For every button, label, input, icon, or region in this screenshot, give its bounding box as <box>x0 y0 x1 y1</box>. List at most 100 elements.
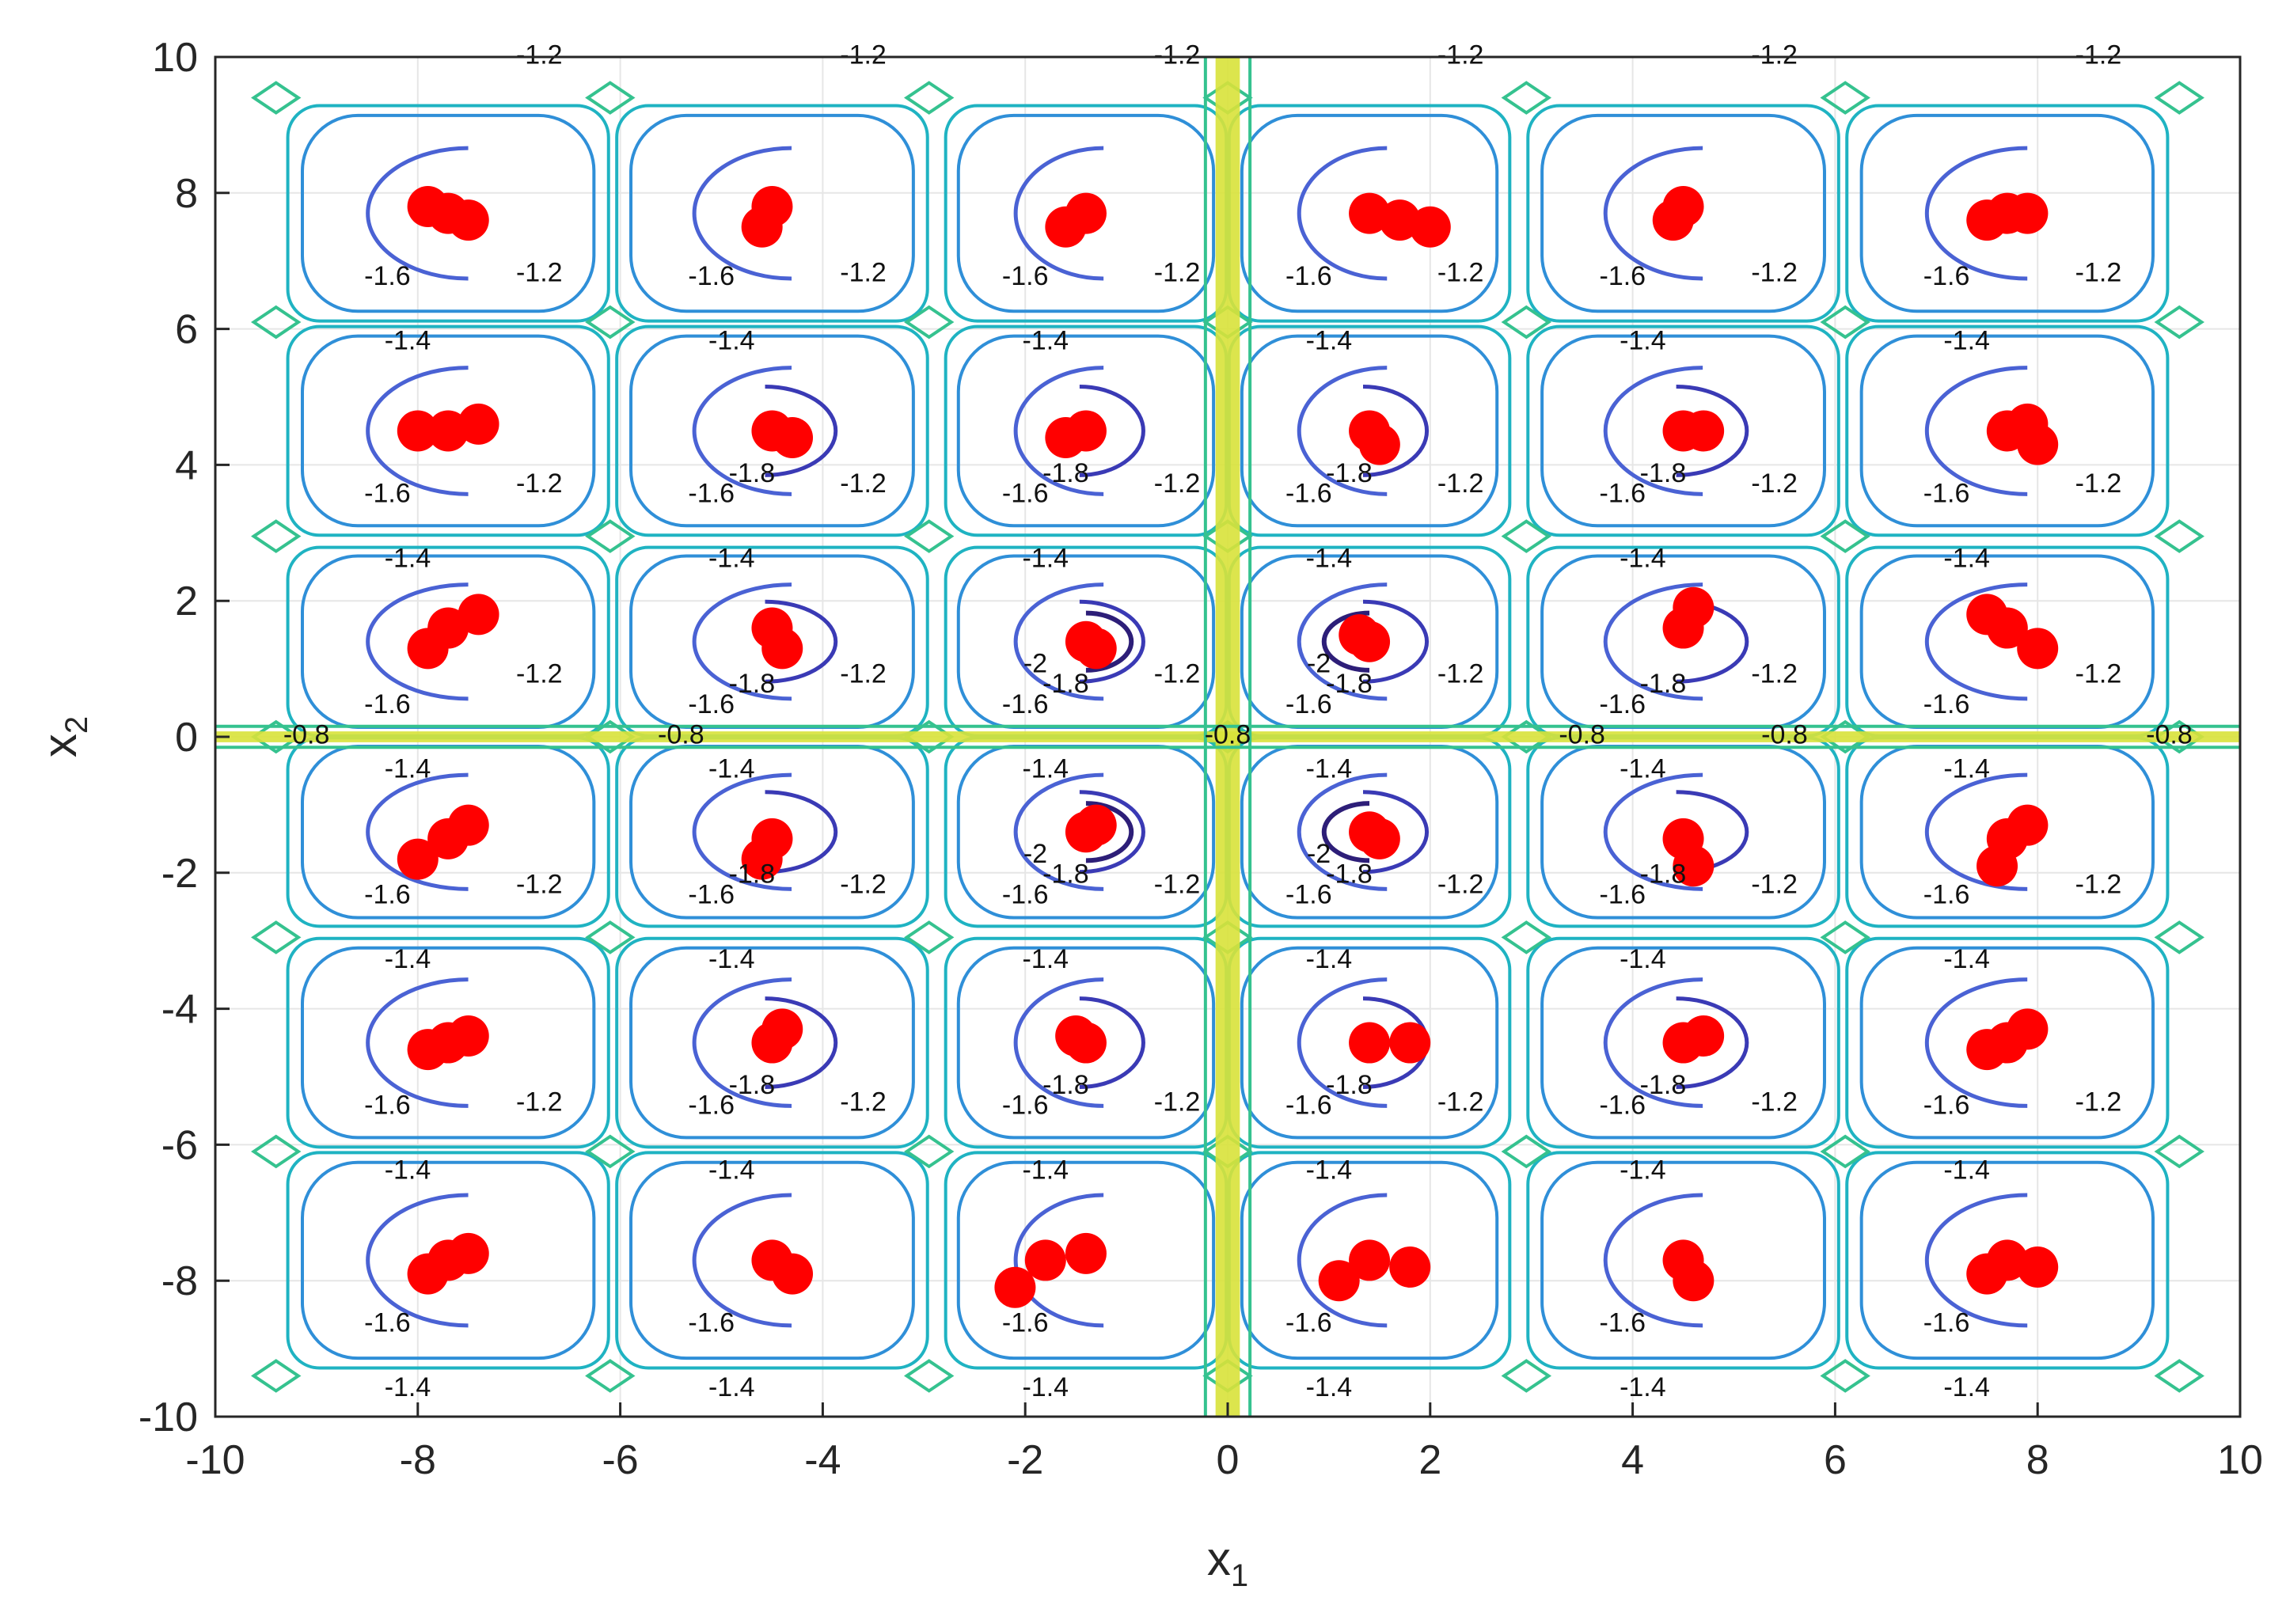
saddle-contour <box>251 1134 302 1169</box>
saddle-contour <box>251 519 302 553</box>
contour-line <box>1013 366 1104 496</box>
y-tick-label: 2 <box>175 579 198 624</box>
contour-line <box>1603 146 1703 281</box>
contour-label: -1.2 <box>2075 658 2122 689</box>
contour-line <box>1079 385 1145 477</box>
data-point <box>1349 1022 1391 1064</box>
contour-line <box>1603 582 1703 701</box>
contour-label: -1.8 <box>1640 458 1687 488</box>
contour-line <box>1540 1160 1826 1360</box>
data-point <box>1389 1022 1431 1064</box>
saddle-contour <box>2154 81 2204 115</box>
data-point <box>1045 417 1087 459</box>
saddle-contour <box>1820 305 1870 340</box>
contour-label: -1.6 <box>1002 1308 1049 1338</box>
contour-line <box>692 772 792 891</box>
saddle-contour <box>2154 1134 2204 1169</box>
data-point <box>2017 423 2059 465</box>
x-tick-label: 4 <box>1621 1437 1644 1483</box>
contour-line <box>366 146 469 281</box>
contour-line <box>1079 599 1146 684</box>
contour-label: -1.2 <box>840 257 887 287</box>
data-point <box>1358 423 1400 465</box>
contour-line <box>1297 366 1388 496</box>
contour-label: -1.8 <box>1640 859 1687 890</box>
saddle-contour <box>2154 1359 2204 1393</box>
x-axis-label-subscript: 1 <box>1231 1558 1248 1593</box>
contour-label: -1.2 <box>1154 40 1201 70</box>
data-point <box>761 628 803 670</box>
contour-label: -1.4 <box>1306 1155 1353 1185</box>
contour-line <box>286 324 610 537</box>
x-tick-label: -2 <box>1007 1437 1043 1483</box>
contour-line <box>1845 936 2170 1149</box>
data-point <box>1673 845 1714 887</box>
contour-label: -1.8 <box>1042 1070 1089 1100</box>
data-point <box>994 1266 1036 1308</box>
data-point <box>1339 614 1380 656</box>
contour-label: -1.2 <box>840 469 887 499</box>
contour-label: -1.4 <box>1022 1155 1069 1185</box>
data-point <box>1673 586 1714 628</box>
contour-label: -1.6 <box>1285 479 1332 509</box>
saddle-contour <box>903 305 955 340</box>
contour-label: -1.6 <box>364 261 411 291</box>
contour-lines <box>215 57 2240 1417</box>
contour-label: -2 <box>1307 648 1331 678</box>
contour-label: -1.8 <box>1640 1070 1687 1100</box>
y-tick-label: -2 <box>161 851 198 897</box>
contour-label: -1.6 <box>1923 1091 1970 1121</box>
contour-label: -1.2 <box>2075 40 2122 70</box>
contour-line <box>1603 772 1703 891</box>
contour-label: -1.2 <box>2075 469 2122 499</box>
saddle-contour <box>1501 1134 1552 1169</box>
saddle-contour <box>903 81 955 115</box>
saddle-contour <box>2154 519 2204 553</box>
data-point <box>2007 192 2049 234</box>
saddle-contour <box>903 920 955 954</box>
saddle-contour <box>585 1134 636 1169</box>
contour-label: -1.8 <box>729 859 776 890</box>
saddle-contour <box>1820 1134 1870 1169</box>
contour-line <box>1924 772 2028 891</box>
y-tick-label: -6 <box>161 1122 198 1168</box>
data-point <box>1683 1015 1725 1057</box>
contour-label: -1.4 <box>1620 1155 1666 1185</box>
contour-line <box>1859 946 2155 1140</box>
data-point <box>761 1008 803 1050</box>
data-point <box>741 206 783 248</box>
contour-line <box>615 1151 929 1370</box>
saddle-contour <box>251 81 302 115</box>
contour-label: -1.2 <box>840 870 887 900</box>
contour-line <box>1013 772 1104 891</box>
contour-label: -1.2 <box>1751 257 1798 287</box>
data-point <box>1318 1260 1360 1302</box>
contour-label: -1.6 <box>1285 1091 1332 1121</box>
data-point <box>458 403 499 445</box>
contour-line <box>1526 324 1840 537</box>
contour-label: -1.2 <box>1751 40 1798 70</box>
contour-line <box>629 334 915 528</box>
contour-label: -1.2 <box>840 1087 887 1117</box>
contour-label: -1.4 <box>385 1155 431 1185</box>
contour-line <box>1924 977 2028 1108</box>
contour-line <box>1924 582 2028 701</box>
contour-label: -1.4 <box>1620 944 1666 974</box>
contour-line <box>956 1160 1216 1360</box>
saddle-contour <box>585 1359 636 1393</box>
contour-label: -0.8 <box>1761 720 1808 750</box>
contour-label: -1.6 <box>364 1091 411 1121</box>
contour-label: -0.8 <box>1205 720 1251 750</box>
contour-line <box>765 599 838 684</box>
contour-line <box>366 977 469 1108</box>
contour-line <box>300 946 596 1140</box>
saddle-contour <box>1501 81 1552 115</box>
saddle-contour <box>2154 305 2204 340</box>
contour-label: -1.8 <box>1326 859 1373 890</box>
contour-label: -1.6 <box>1600 689 1646 719</box>
contour-label: -1.4 <box>1943 543 1990 573</box>
contour-label: -1.6 <box>1002 261 1049 291</box>
contour-label: -1.2 <box>1154 870 1201 900</box>
x-tick-label: -6 <box>602 1437 638 1483</box>
contour-line <box>956 113 1216 313</box>
